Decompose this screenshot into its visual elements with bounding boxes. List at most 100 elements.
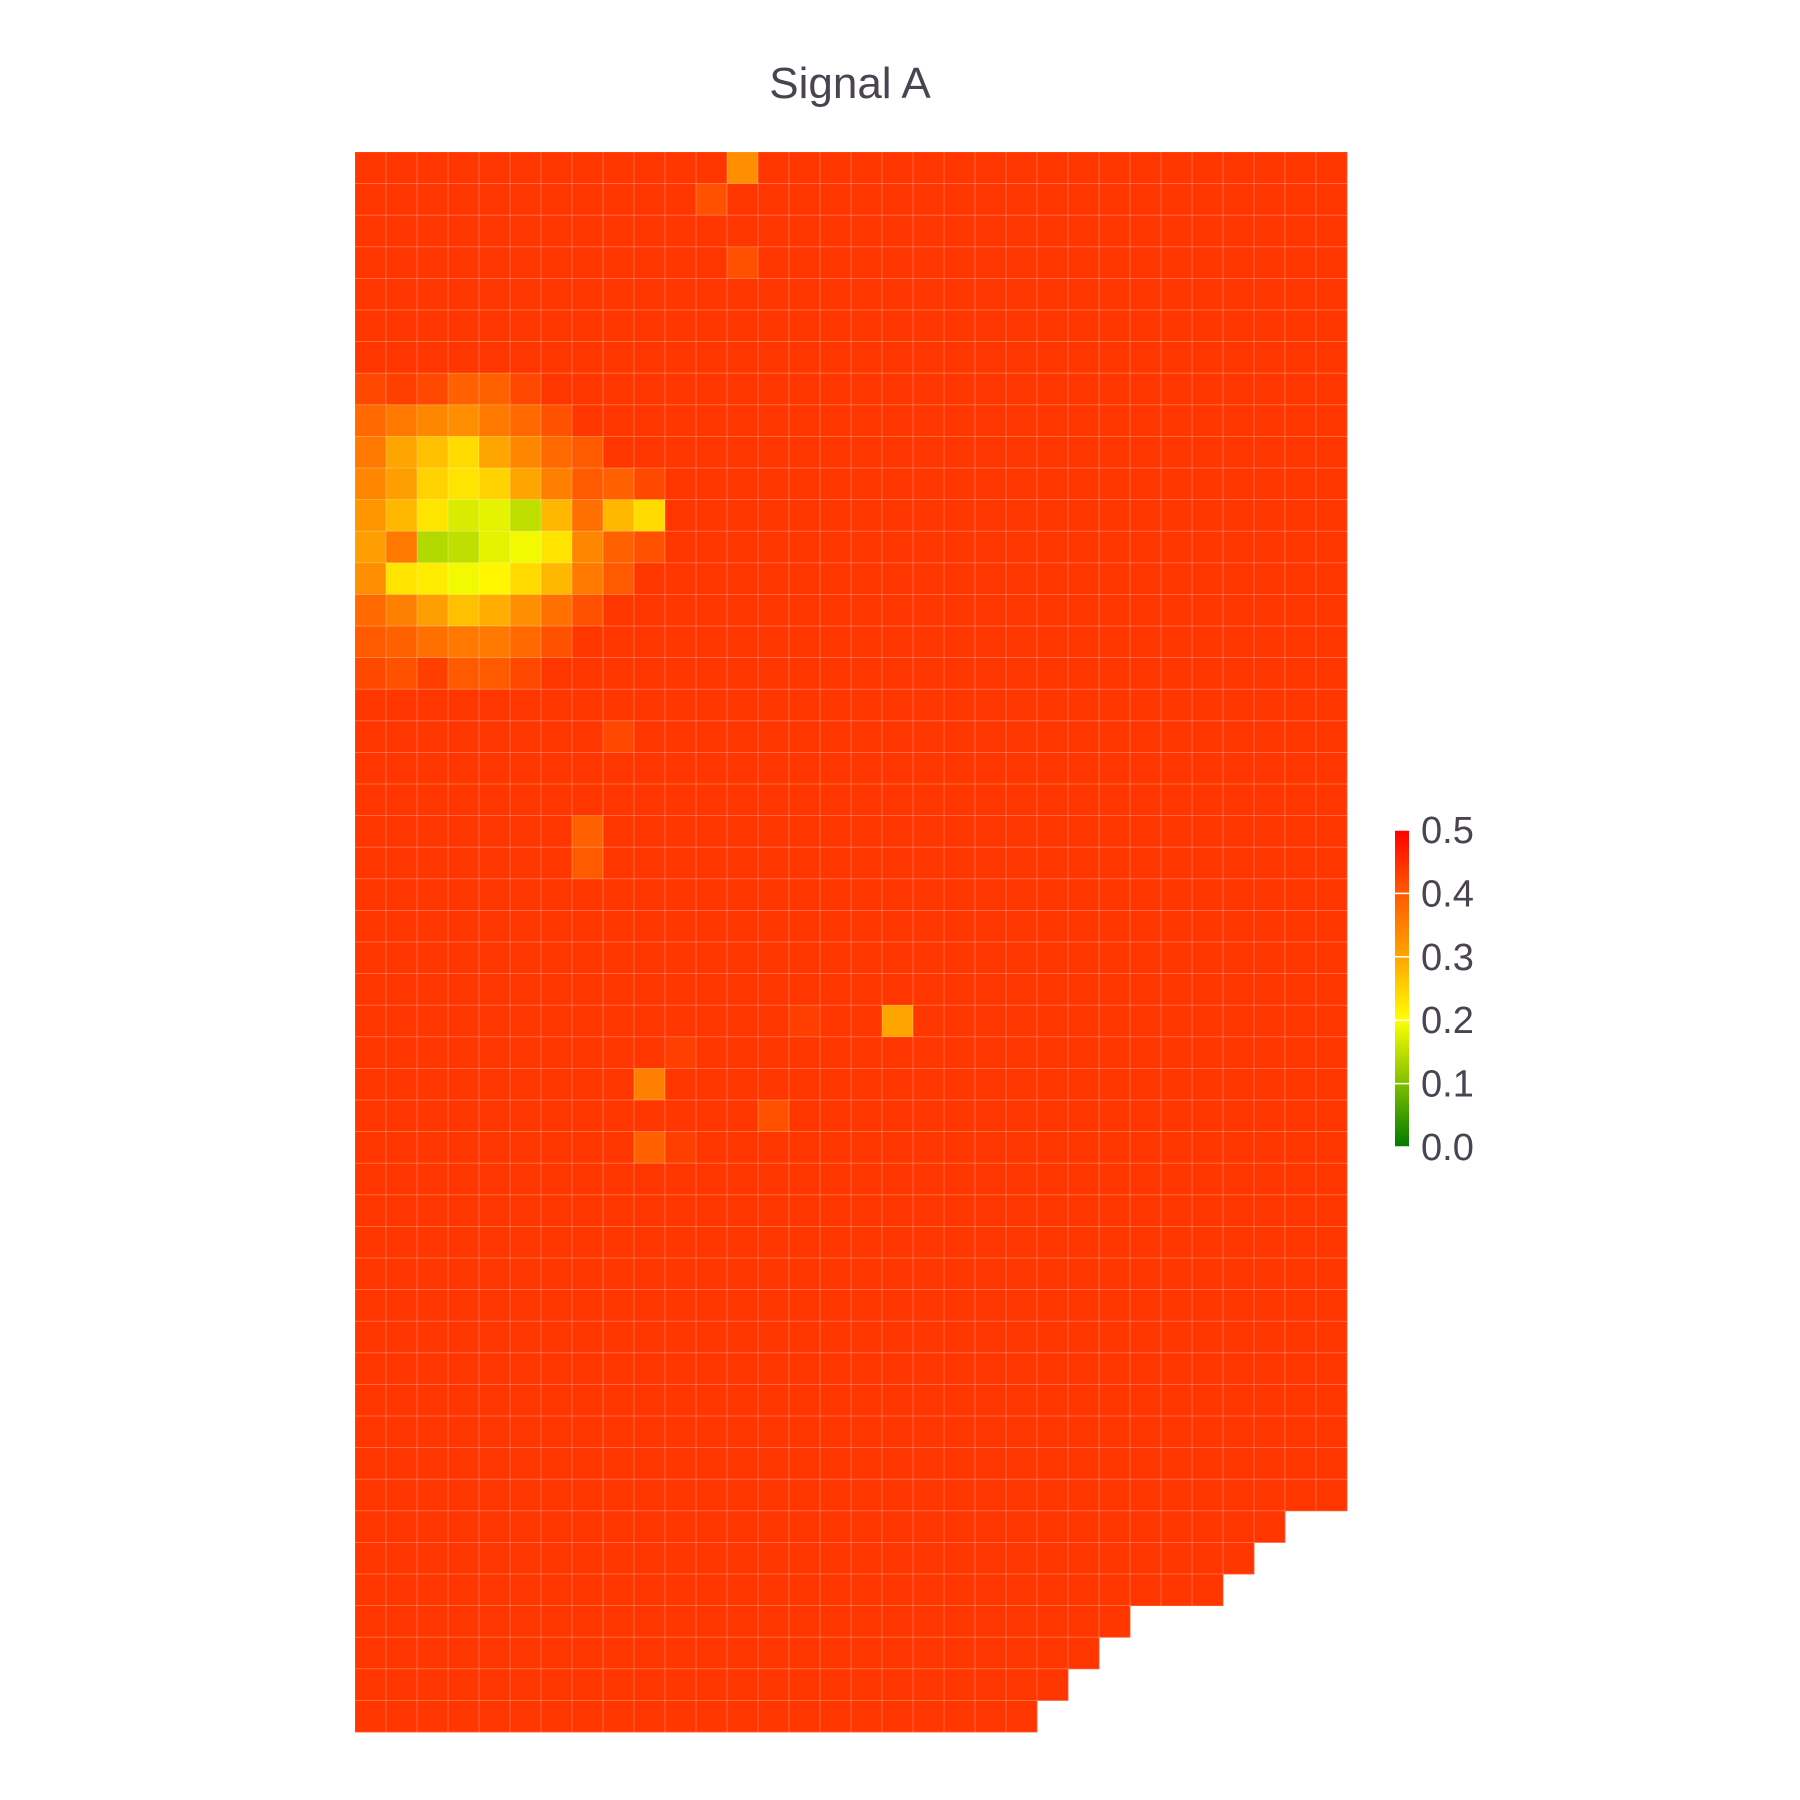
grid-cell-outline bbox=[974, 688, 1007, 722]
grid-cell-outline bbox=[385, 1636, 418, 1670]
grid-cell-outline bbox=[974, 372, 1007, 406]
heatmap-cell bbox=[1037, 246, 1069, 279]
grid-cell-outline bbox=[1222, 183, 1255, 216]
grid-cell-outline bbox=[819, 1636, 852, 1670]
grid-cell-outline bbox=[912, 183, 945, 216]
grid-cell-outline bbox=[1129, 1194, 1162, 1227]
heatmap-cell bbox=[1068, 1542, 1100, 1575]
grid-cell-outline bbox=[1129, 1004, 1162, 1038]
grid-cell-outline bbox=[1036, 1099, 1069, 1133]
heatmap-cell bbox=[417, 847, 449, 880]
heatmap-cell bbox=[1068, 1068, 1100, 1101]
heatmap-cell bbox=[665, 784, 697, 816]
heatmap-cell bbox=[1130, 1289, 1162, 1322]
grid-cell-outline bbox=[943, 941, 976, 975]
heatmap-cell bbox=[696, 562, 728, 595]
grid-cell-outline bbox=[912, 1194, 945, 1227]
heatmap-cell bbox=[727, 404, 759, 437]
heatmap-cell bbox=[1254, 784, 1286, 816]
grid-cell-outline bbox=[354, 1542, 387, 1575]
grid-cell-outline bbox=[974, 878, 1007, 911]
heatmap-cell bbox=[541, 784, 573, 816]
grid-cell-outline bbox=[695, 688, 728, 722]
grid-cell-outline bbox=[912, 1289, 945, 1322]
heatmap-cell bbox=[417, 436, 449, 469]
heatmap-cell bbox=[789, 1321, 821, 1354]
grid-cell-outline bbox=[1284, 214, 1317, 248]
grid-cell-outline bbox=[943, 1352, 976, 1385]
grid-cell-outline bbox=[664, 1194, 697, 1227]
grid-cell-outline bbox=[726, 1352, 759, 1385]
grid-cell-outline bbox=[664, 246, 697, 279]
heatmap-cell bbox=[758, 1100, 790, 1132]
grid-cell-outline bbox=[1160, 151, 1193, 185]
heatmap-cell bbox=[1223, 404, 1255, 437]
grid-cell-outline bbox=[788, 435, 821, 469]
heatmap-cell bbox=[1037, 752, 1069, 785]
grid-cell-outline bbox=[385, 1036, 418, 1069]
heatmap-cell bbox=[820, 1574, 852, 1606]
heatmap-cell bbox=[1006, 1605, 1038, 1638]
heatmap-cell bbox=[634, 784, 666, 816]
heatmap-cell bbox=[975, 1416, 1007, 1448]
heatmap-cell bbox=[541, 183, 573, 216]
grid-cell-outline bbox=[819, 720, 852, 753]
grid-cell-outline bbox=[540, 1004, 573, 1038]
heatmap-cell bbox=[944, 436, 976, 469]
heatmap-cell bbox=[417, 689, 449, 722]
grid-cell-outline bbox=[1067, 1415, 1100, 1449]
heatmap-cell bbox=[510, 1352, 542, 1385]
chart-title: Signal A bbox=[769, 59, 931, 108]
heatmap-cell bbox=[820, 152, 852, 184]
heatmap-cell bbox=[1223, 720, 1255, 753]
heatmap-cell bbox=[665, 246, 697, 279]
grid-cell-outline bbox=[571, 1004, 604, 1038]
heatmap-cell bbox=[1161, 278, 1193, 311]
grid-cell-outline bbox=[726, 1320, 759, 1354]
heatmap-cell bbox=[355, 1384, 387, 1417]
heatmap-cell bbox=[913, 436, 945, 469]
heatmap-cell bbox=[820, 1005, 852, 1038]
grid-cell-outline bbox=[974, 1068, 1007, 1101]
grid-cell-outline bbox=[788, 1289, 821, 1322]
heatmap-cell bbox=[1161, 1542, 1193, 1575]
heatmap-cell bbox=[603, 531, 635, 564]
heatmap-cell bbox=[634, 1447, 666, 1480]
grid-cell-outline bbox=[416, 625, 449, 659]
grid-cell-outline bbox=[757, 1320, 790, 1354]
heatmap-cell bbox=[851, 657, 883, 690]
grid-cell-outline bbox=[633, 1510, 666, 1543]
grid-cell-outline bbox=[354, 435, 387, 469]
grid-cell-outline bbox=[850, 1605, 883, 1638]
grid-cell-outline bbox=[416, 815, 449, 848]
heatmap-cell bbox=[634, 278, 666, 311]
heatmap-cell bbox=[851, 1416, 883, 1448]
grid-cell-outline bbox=[1067, 183, 1100, 216]
heatmap-cell bbox=[882, 246, 914, 279]
grid-cell-outline bbox=[695, 1478, 728, 1512]
heatmap-cell bbox=[789, 562, 821, 595]
heatmap-cell bbox=[820, 562, 852, 595]
heatmap-cell bbox=[541, 373, 573, 406]
heatmap-cell bbox=[1223, 1163, 1255, 1196]
heatmap-cell bbox=[1254, 1258, 1286, 1290]
heatmap-cell bbox=[789, 878, 821, 911]
heatmap-cell bbox=[820, 531, 852, 564]
grid-cell-outline bbox=[1067, 562, 1100, 595]
heatmap-cell bbox=[1161, 468, 1193, 500]
heatmap-cell bbox=[758, 1352, 790, 1385]
heatmap-cell bbox=[355, 1637, 387, 1670]
grid-cell-outline bbox=[1067, 499, 1100, 532]
heatmap-cell bbox=[665, 752, 697, 785]
grid-cell-outline bbox=[943, 657, 976, 690]
heatmap-cell bbox=[541, 1510, 573, 1543]
heatmap-cell bbox=[386, 246, 418, 279]
heatmap-cell bbox=[913, 1163, 945, 1196]
grid-cell-outline bbox=[974, 973, 1007, 1006]
heatmap-cell bbox=[696, 910, 728, 943]
grid-cell-outline bbox=[602, 1668, 635, 1701]
grid-cell-outline bbox=[509, 341, 542, 374]
heatmap-cell bbox=[1006, 973, 1038, 1006]
grid-cell-outline bbox=[571, 530, 604, 564]
grid-cell-outline bbox=[850, 1447, 883, 1480]
